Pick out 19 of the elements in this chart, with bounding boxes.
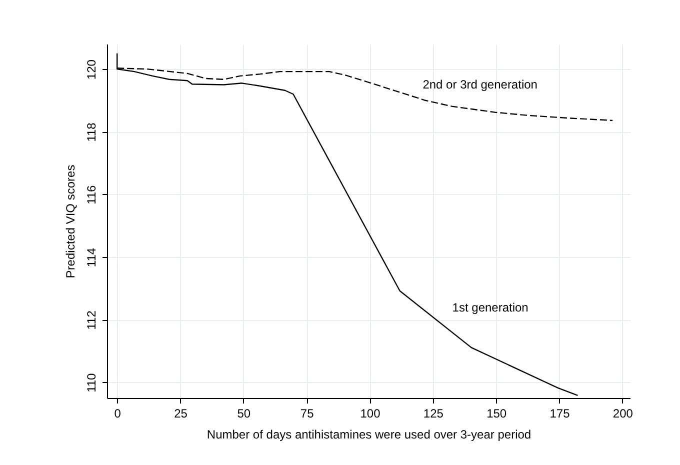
x-tick-label: 200: [612, 406, 634, 420]
series-label: 2nd or 3rd generation: [422, 77, 538, 92]
y-tick-label: 110: [84, 372, 98, 392]
x-tick-label: 0: [114, 406, 122, 420]
y-tick-label: 120: [84, 59, 98, 80]
x-tick-label: 100: [360, 406, 381, 420]
x-tick-label: 175: [550, 406, 570, 420]
x-tick-label: 125: [423, 406, 444, 420]
y-tick-label: 114: [84, 248, 98, 268]
y-axis-title: Predicted VIQ scores: [64, 164, 78, 278]
y-tick-label: 112: [84, 310, 98, 330]
y-tick-label: 116: [84, 184, 98, 204]
x-tick-label: 50: [237, 406, 251, 420]
y-tick-label: 118: [84, 122, 98, 142]
x-axis-title: Number of days antihistamines were used over 3-year period: [206, 428, 532, 442]
x-tick-label: 25: [174, 406, 188, 420]
series-label: 1st generation: [452, 300, 528, 315]
x-tick-label: 75: [300, 406, 314, 420]
x-tick-label: 150: [486, 406, 507, 420]
